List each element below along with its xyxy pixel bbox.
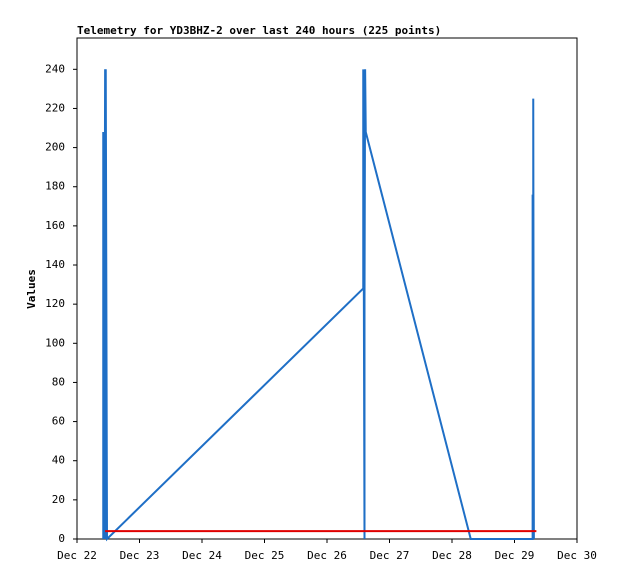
y-tick-label: 220 [45,101,65,114]
x-tick-label: Dec 22 [57,549,97,562]
y-tick-label: 180 [45,180,65,193]
y-tick-label: 0 [58,532,65,545]
y-tick-label: 100 [45,336,65,349]
x-tick-label: Dec 28 [432,549,472,562]
y-tick-label: 120 [45,297,65,310]
y-tick-label: 160 [45,219,65,232]
x-tick-label: Dec 24 [182,549,222,562]
y-axis-label: Values [25,269,38,309]
y-tick-label: 140 [45,258,65,271]
x-tick-label: Dec 27 [370,549,410,562]
y-tick-label: 80 [52,375,65,388]
y-tick-label: 60 [52,415,65,428]
series-line [102,69,535,542]
x-tick-label: Dec 29 [495,549,535,562]
chart-title: Telemetry for YD3BHZ-2 over last 240 hou… [77,24,441,37]
y-tick-label: 20 [52,493,65,506]
y-tick-label: 40 [52,454,65,467]
y-tick-label: 200 [45,141,65,154]
y-tick-label: 240 [45,62,65,75]
x-tick-label: Dec 23 [120,549,160,562]
x-tick-label: Dec 26 [307,549,347,562]
x-tick-label: Dec 25 [245,549,285,562]
x-tick-label: Dec 30 [557,549,597,562]
